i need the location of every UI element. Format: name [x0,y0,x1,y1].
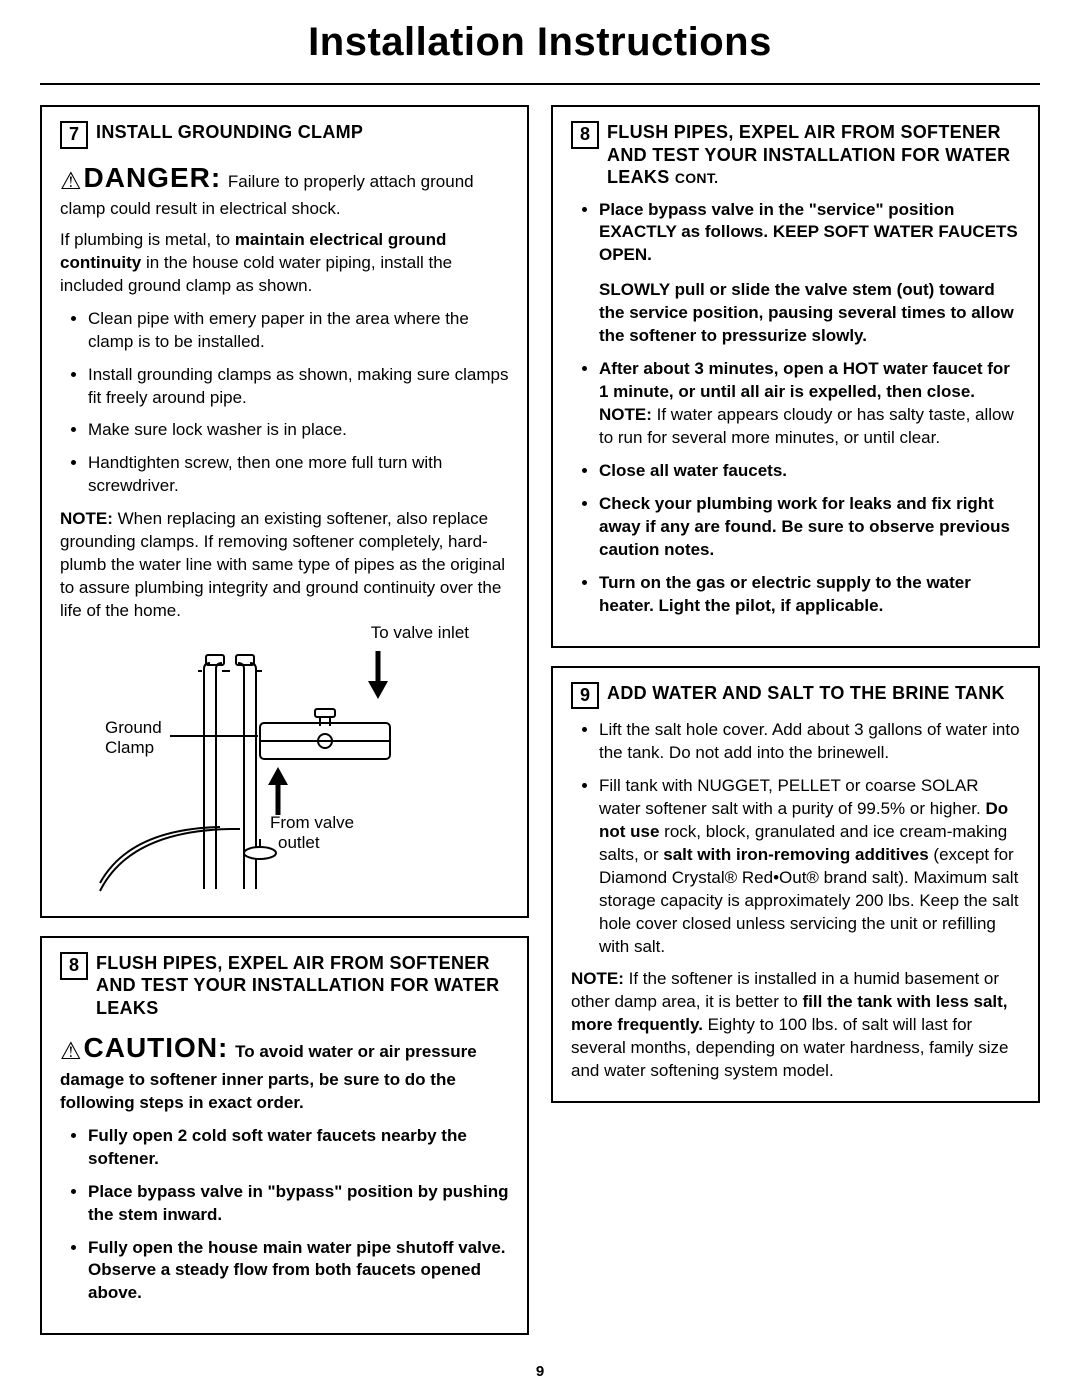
label-ground1: Ground [105,718,162,738]
step8b-number: 8 [571,121,599,149]
text: If plumbing is metal, to [60,230,235,249]
step9-title: ADD WATER AND SALT TO THE BRINE TANK [607,682,1005,705]
list-item: Check your plumbing work for leaks and f… [599,493,1020,562]
step7-note: NOTE: When replacing an existing softene… [60,508,509,623]
list-item: Turn on the gas or electric supply to th… [599,572,1020,618]
ground-clamp-diagram: To valve inlet Ground Clamp From valve o… [60,623,509,898]
clamp-svg [60,623,490,893]
title-cont: CONT. [675,170,719,186]
note-label: NOTE: [571,969,624,988]
text: Fill tank with NUGGET, PELLET or coarse … [599,776,985,818]
left-column: 7 INSTALL GROUNDING CLAMP ⚠DANGER: Failu… [40,105,529,1335]
label-outlet2: outlet [278,833,320,853]
step8a-header: 8 FLUSH PIPES, EXPEL AIR FROM SOFTENER A… [60,952,509,1020]
step8b-bullets: Place bypass valve in the "service" posi… [571,199,1020,618]
step7-danger: ⚠DANGER: Failure to properly attach grou… [60,159,509,221]
step7-para1: If plumbing is metal, to maintain electr… [60,229,509,298]
note-label: NOTE: [60,509,113,528]
sub-text: SLOWLY pull or slide the valve stem (out… [599,279,1020,348]
list-item: Handtighten screw, then one more full tu… [88,452,509,498]
text-bold: After about 3 minutes, open a HOT water … [599,359,1010,401]
text: If water appears cloudy or has salty tas… [599,405,1014,447]
step7-bullets: Clean pipe with emery paper in the area … [60,308,509,499]
text-bold: salt with iron-removing additives [663,845,928,864]
warning-icon: ⚠ [60,1038,82,1065]
step8a-number: 8 [60,952,88,980]
text-bold: Place bypass valve in the "service" posi… [599,200,1018,265]
step8a-caution: ⚠CAUTION: To avoid water or air pressure… [60,1029,509,1114]
list-item: Fill tank with NUGGET, PELLET or coarse … [599,775,1020,959]
note-text: When replacing an existing softener, als… [60,509,505,620]
page-number: 9 [40,1363,1040,1380]
page-title: Installation Instructions [40,20,1040,85]
step8a-title: FLUSH PIPES, EXPEL AIR FROM SOFTENER AND… [96,952,509,1020]
label-ground2: Clamp [105,738,154,758]
step9-box: 9 ADD WATER AND SALT TO THE BRINE TANK L… [551,666,1040,1104]
step8a-bullets: Fully open 2 cold soft water faucets nea… [60,1125,509,1306]
right-column: 8 FLUSH PIPES, EXPEL AIR FROM SOFTENER A… [551,105,1040,1335]
label-inlet: To valve inlet [371,623,469,643]
step9-note: NOTE: If the softener is installed in a … [571,968,1020,1083]
list-item: Lift the salt hole cover. Add about 3 ga… [599,719,1020,765]
content-columns: 7 INSTALL GROUNDING CLAMP ⚠DANGER: Failu… [40,105,1040,1335]
step9-number: 9 [571,682,599,710]
list-item: Make sure lock washer is in place. [88,419,509,442]
step8b-header: 8 FLUSH PIPES, EXPEL AIR FROM SOFTENER A… [571,121,1020,189]
list-item: Fully open 2 cold soft water faucets nea… [88,1125,509,1171]
warning-icon: ⚠ [60,168,82,195]
step9-header: 9 ADD WATER AND SALT TO THE BRINE TANK [571,682,1020,710]
list-item: Close all water faucets. [599,460,1020,483]
list-item: Place bypass valve in "bypass" position … [88,1181,509,1227]
caution-word: CAUTION: [84,1032,229,1063]
list-item: Clean pipe with emery paper in the area … [88,308,509,354]
step8b-box: 8 FLUSH PIPES, EXPEL AIR FROM SOFTENER A… [551,105,1040,648]
step7-header: 7 INSTALL GROUNDING CLAMP [60,121,509,149]
list-item: Install grounding clamps as shown, makin… [88,364,509,410]
step8a-box: 8 FLUSH PIPES, EXPEL AIR FROM SOFTENER A… [40,936,529,1335]
step7-number: 7 [60,121,88,149]
step7-box: 7 INSTALL GROUNDING CLAMP ⚠DANGER: Failu… [40,105,529,918]
list-item: Place bypass valve in the "service" posi… [599,199,1020,349]
note-label: NOTE: [599,405,652,424]
list-item: Fully open the house main water pipe shu… [88,1237,509,1306]
label-outlet1: From valve [270,813,354,833]
step9-bullets: Lift the salt hole cover. Add about 3 ga… [571,719,1020,958]
step8b-title: FLUSH PIPES, EXPEL AIR FROM SOFTENER AND… [607,121,1020,189]
list-item: After about 3 minutes, open a HOT water … [599,358,1020,450]
danger-word: DANGER: [84,162,222,193]
step7-title: INSTALL GROUNDING CLAMP [96,121,363,144]
title-main: FLUSH PIPES, EXPEL AIR FROM SOFTENER AND… [607,122,1010,187]
